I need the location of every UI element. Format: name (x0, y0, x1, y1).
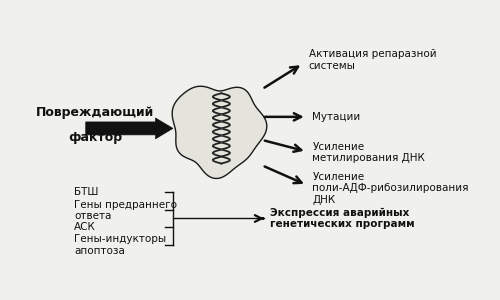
Text: фактор: фактор (68, 131, 122, 144)
Text: Повреждающий: Повреждающий (36, 106, 154, 119)
Polygon shape (172, 86, 267, 178)
Text: Активация репаразной
системы: Активация репаразной системы (308, 50, 436, 71)
Text: Экспрессия аварийных
генетических программ: Экспрессия аварийных генетических програ… (270, 208, 414, 229)
Polygon shape (86, 118, 173, 139)
Text: БТШ: БТШ (74, 187, 98, 197)
Text: Гены-индукторы
апоптоза: Гены-индукторы апоптоза (74, 234, 166, 256)
Text: Гены предраннего
ответа: Гены предраннего ответа (74, 200, 177, 221)
Text: Усиление
метилирования ДНК: Усиление метилирования ДНК (312, 142, 425, 164)
Text: Усиление
поли-АДФ-рибозилирования
ДНК: Усиление поли-АДФ-рибозилирования ДНК (312, 172, 469, 205)
Text: Мутации: Мутации (312, 112, 360, 122)
Text: АСК: АСК (74, 222, 96, 232)
